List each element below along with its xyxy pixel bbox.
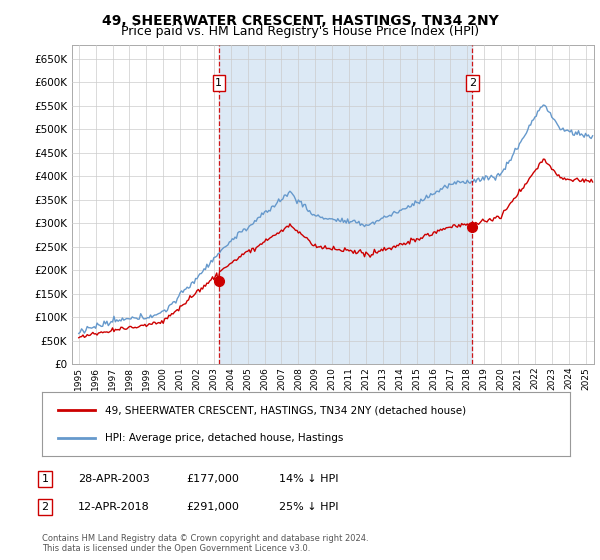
Text: 2: 2: [41, 502, 49, 512]
Text: 2: 2: [469, 78, 476, 88]
Bar: [219, 45, 472, 364]
Text: 49, SHEERWATER CRESCENT, HASTINGS, TN34 2NY (detached house): 49, SHEERWATER CRESCENT, HASTINGS, TN34 …: [106, 405, 466, 415]
Text: 28-APR-2003: 28-APR-2003: [78, 474, 150, 484]
Text: 25% ↓ HPI: 25% ↓ HPI: [279, 502, 338, 512]
Text: 14% ↓ HPI: 14% ↓ HPI: [279, 474, 338, 484]
Text: Price paid vs. HM Land Registry's House Price Index (HPI): Price paid vs. HM Land Registry's House …: [121, 25, 479, 38]
Text: 1: 1: [41, 474, 49, 484]
Text: 49, SHEERWATER CRESCENT, HASTINGS, TN34 2NY: 49, SHEERWATER CRESCENT, HASTINGS, TN34 …: [101, 14, 499, 28]
Text: Contains HM Land Registry data © Crown copyright and database right 2024.
This d: Contains HM Land Registry data © Crown c…: [42, 534, 368, 553]
Text: 1: 1: [215, 78, 223, 88]
Text: 12-APR-2018: 12-APR-2018: [78, 502, 150, 512]
Text: HPI: Average price, detached house, Hastings: HPI: Average price, detached house, Hast…: [106, 433, 344, 444]
Text: £177,000: £177,000: [186, 474, 239, 484]
Text: £291,000: £291,000: [186, 502, 239, 512]
